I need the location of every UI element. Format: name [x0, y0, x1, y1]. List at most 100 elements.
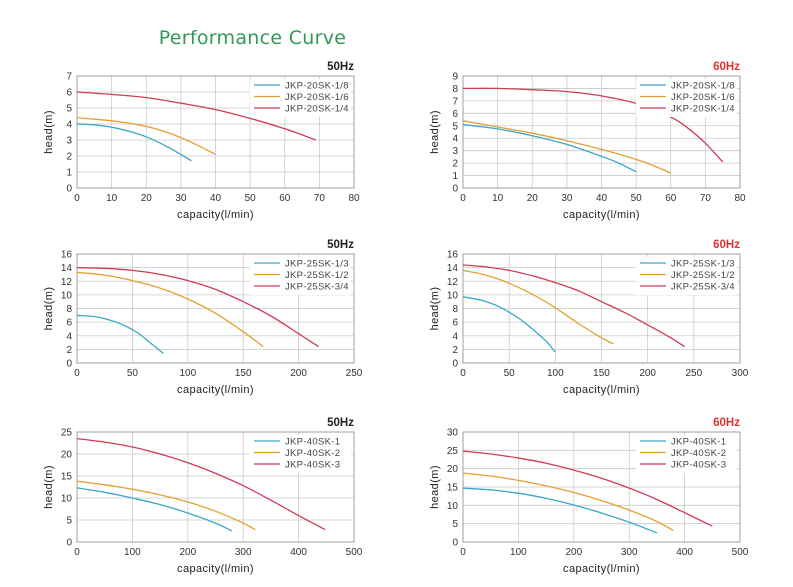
x-tick-label: 300: [621, 547, 638, 558]
y-tick-label: 5: [66, 516, 72, 527]
legend-label: JKP-40SK-1: [671, 437, 726, 448]
x-tick-label: 0: [460, 547, 466, 558]
y-tick-label: 3: [452, 146, 458, 157]
y-tick-label: 4: [66, 120, 72, 131]
series-line-3: [76, 437, 326, 531]
legend-label: JKP-40SK-2: [285, 448, 340, 459]
y-tick-label: 0: [66, 184, 72, 195]
y-tick-label: 9: [452, 72, 458, 83]
y-tick-label: 6: [452, 109, 458, 120]
x-tick-label: 10: [106, 193, 118, 204]
x-tick-label: 60: [279, 193, 291, 204]
frequency-label: 60Hz: [713, 61, 740, 73]
x-tick-label: 40: [596, 193, 608, 204]
series-line-3: [462, 87, 724, 163]
frequency-label: 50Hz: [327, 417, 354, 429]
x-tick-label: 150: [593, 368, 610, 379]
plot-frame: [76, 75, 355, 189]
series-line-2: [76, 271, 264, 348]
x-tick-label: 500: [732, 547, 749, 558]
legend-label: JKP-25SK-3/4: [285, 282, 349, 293]
x-tick-label: 100: [124, 547, 141, 558]
y-tick-label: 0: [66, 359, 72, 370]
legend-label: JKP-40SK-1: [285, 437, 340, 448]
y-tick-label: 7: [452, 96, 458, 107]
y-tick-label: 4: [66, 331, 72, 342]
page-title: Performance Curve: [158, 27, 347, 49]
x-tick-label: 150: [235, 368, 252, 379]
x-tick-label: 30: [175, 193, 187, 204]
y-tick-label: 5: [452, 121, 458, 132]
y-tick-label: 10: [61, 290, 73, 301]
y-tick-label: 2: [66, 152, 72, 163]
x-tick-label: 40: [210, 193, 222, 204]
y-axis-label: head(m): [43, 287, 55, 331]
y-axis-label: head(m): [429, 287, 441, 331]
y-tick-label: 20: [447, 464, 459, 475]
frequency-label: 50Hz: [327, 61, 354, 73]
series-line-2: [462, 472, 674, 532]
x-tick-label: 20: [527, 193, 539, 204]
plot-frame: [76, 253, 355, 364]
y-tick-label: 10: [447, 290, 459, 301]
plot-frame: [76, 431, 355, 543]
x-axis-label: capacity(l/min): [563, 384, 640, 396]
x-tick-label: 20: [141, 193, 153, 204]
legend-label: JKP-40SK-3: [671, 460, 726, 471]
x-tick-label: 70: [314, 193, 326, 204]
x-tick-label: 100: [179, 368, 196, 379]
series-line-1: [76, 314, 164, 355]
y-tick-label: 6: [66, 88, 72, 99]
series-line-3: [462, 450, 713, 527]
x-tick-label: 50: [631, 193, 643, 204]
legend-label: JKP-25SK-1/3: [285, 259, 349, 270]
x-tick-label: 200: [179, 547, 196, 558]
y-tick-label: 2: [452, 159, 458, 170]
y-tick-label: 7: [66, 72, 72, 83]
x-tick-label: 50: [245, 193, 257, 204]
x-tick-label: 50: [127, 368, 139, 379]
y-tick-label: 14: [447, 263, 459, 274]
y-tick-label: 16: [61, 250, 73, 261]
legend-label: JKP-40SK-2: [671, 448, 726, 459]
x-tick-label: 50: [504, 368, 516, 379]
y-tick-label: 2: [66, 345, 72, 356]
y-tick-label: 4: [452, 331, 458, 342]
y-tick-label: 0: [452, 184, 458, 195]
legend-label: JKP-20SK-1/8: [671, 81, 735, 92]
y-tick-label: 15: [61, 472, 73, 483]
y-tick-label: 6: [66, 318, 72, 329]
plot-frame: [462, 431, 741, 543]
y-tick-label: 25: [61, 428, 73, 439]
legend-label: JKP-20SK-1/4: [285, 104, 349, 115]
y-tick-label: 15: [447, 483, 459, 494]
x-tick-label: 250: [346, 368, 363, 379]
legend-label: JKP-20SK-1/8: [285, 81, 349, 92]
y-tick-label: 8: [452, 84, 458, 95]
series-line-2: [76, 116, 216, 155]
legend-label: JKP-20SK-1/6: [671, 92, 735, 103]
frequency-label: 60Hz: [713, 239, 740, 251]
y-tick-label: 12: [61, 277, 73, 288]
x-tick-label: 300: [235, 547, 252, 558]
x-tick-label: 0: [460, 368, 466, 379]
x-tick-label: 400: [676, 547, 693, 558]
x-tick-label: 80: [734, 193, 746, 204]
y-axis-label: head(m): [429, 110, 441, 154]
y-tick-label: 1: [66, 168, 72, 179]
x-tick-label: 300: [732, 368, 749, 379]
series-line-1: [462, 487, 658, 534]
y-tick-label: 30: [447, 428, 459, 439]
y-tick-label: 0: [66, 538, 72, 549]
series-line-1: [76, 487, 233, 532]
series-line-1: [462, 296, 556, 353]
y-tick-label: 12: [447, 277, 459, 288]
x-axis-label: capacity(l/min): [177, 209, 254, 221]
series-line-2: [462, 120, 672, 174]
y-tick-label: 1: [452, 171, 458, 182]
x-tick-label: 200: [290, 368, 307, 379]
x-tick-label: 10: [492, 193, 504, 204]
y-tick-label: 0: [452, 538, 458, 549]
